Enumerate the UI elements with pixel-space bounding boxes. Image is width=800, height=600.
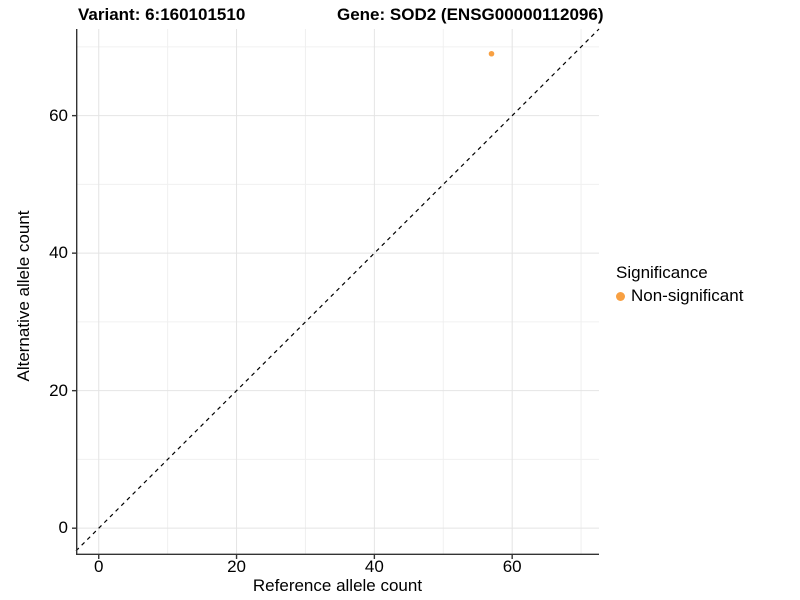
- y-tick-label: 0: [58, 518, 68, 538]
- x-axis-label: Reference allele count: [252, 576, 423, 595]
- x-tick-label: 40: [364, 557, 384, 576]
- legend-item: Non-significant: [616, 286, 743, 306]
- plot-panel: [72, 28, 600, 559]
- y-tick-label: 40: [49, 243, 68, 263]
- y-axis-label: Alternative allele count: [14, 210, 33, 382]
- data-point: [488, 50, 495, 57]
- y-tick-label: 60: [49, 105, 68, 125]
- y-tick-label: 20: [49, 380, 68, 400]
- variant-title: Variant: 6:160101510: [78, 5, 246, 24]
- identity-reference-line: [75, 28, 600, 552]
- x-tick-label: 60: [502, 557, 522, 576]
- legend-item-label: Non-significant: [631, 286, 744, 305]
- legend-point-icon: [616, 291, 625, 301]
- x-tick-label: 20: [227, 557, 246, 576]
- legend: Significance Non-significant: [616, 263, 743, 306]
- gene-title: Gene: SOD2 (ENSG00000112096): [337, 5, 604, 24]
- x-tick-label: 0: [94, 557, 104, 576]
- legend-title: Significance: [616, 263, 708, 282]
